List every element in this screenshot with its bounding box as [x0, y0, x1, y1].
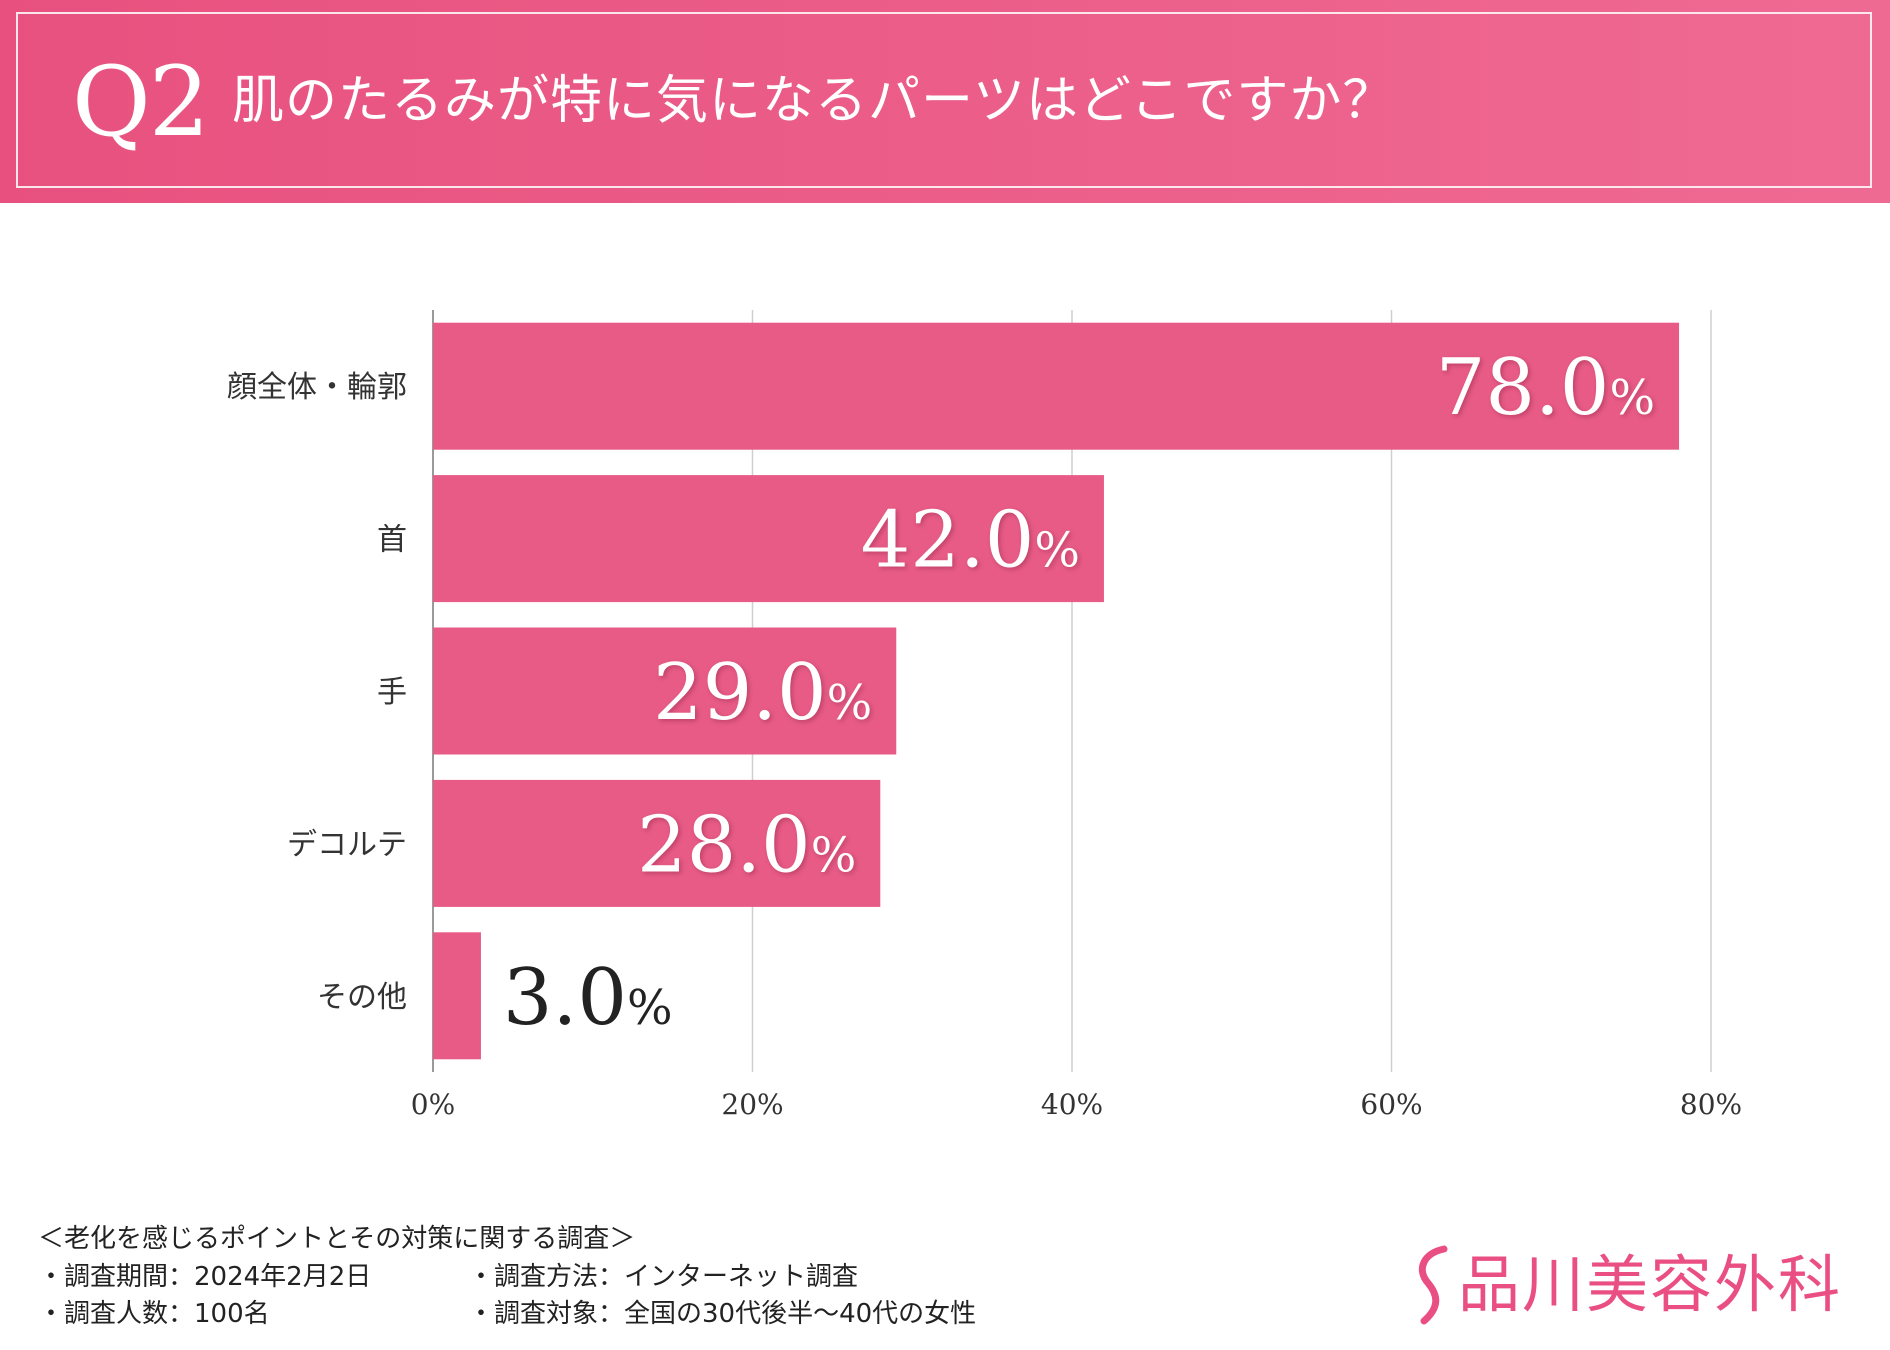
data-label: 3.0% [503, 953, 673, 1043]
data-label: 78.0% [1436, 343, 1655, 433]
data-label-value: 28.0 [637, 800, 811, 890]
data-label: 29.0% [653, 648, 872, 738]
header-frame [16, 12, 1872, 188]
survey-count: ・調査人数：100名 [38, 1299, 270, 1329]
survey-method: ・調査方法：インターネット調査 [468, 1262, 859, 1292]
question-number: Q2 [72, 46, 210, 158]
category-label: その他 [317, 980, 407, 1015]
category-label: デコルテ [287, 827, 407, 862]
x-tick-label: 40% [1041, 1088, 1103, 1121]
survey-title: ＜老化を感じるポイントとその対策に関する調査＞ [38, 1224, 636, 1254]
data-label-unit: % [627, 980, 673, 1036]
data-label: 42.0% [861, 496, 1080, 586]
survey-period: ・調査期間：2024年2月2日 [38, 1262, 372, 1292]
data-label: 28.0% [637, 800, 856, 890]
x-tick-label: 20% [721, 1088, 783, 1121]
category-label: 顔全体・輪郭 [227, 370, 407, 405]
bar [433, 322, 1680, 450]
brand-logo: 品川美容外科 [1410, 1240, 1842, 1330]
bar [433, 932, 481, 1060]
data-label-value: 3.0 [503, 953, 627, 1043]
survey-target: ・調査対象：全国の30代後半～40代の女性 [468, 1299, 977, 1329]
category-label: 首 [377, 523, 407, 558]
x-tick-label: 0% [411, 1088, 455, 1121]
labels: 0% 20% 40% 60% 80% 顔全体・輪郭 78.0% 首 42.0% 手 29.0% デコル… [227, 343, 1742, 1121]
data-label-unit: % [827, 675, 873, 731]
bar-chart: 0% 20% 40% 60% 80% 顔全体・輪郭 78.0% 首 42.0% 手 29.0% デコル… [227, 310, 1742, 1121]
x-tick-label: 60% [1360, 1088, 1422, 1121]
data-label-value: 42.0 [861, 496, 1035, 586]
bar [433, 779, 881, 907]
data-label-unit: % [1034, 523, 1080, 579]
data-label-unit: % [811, 827, 857, 883]
bars [433, 322, 1680, 1060]
brand-name: 品川美容外科 [1458, 1248, 1843, 1321]
bar [433, 627, 897, 755]
bar [433, 475, 1104, 603]
header-banner: Q2 肌のたるみが特に気になるパーツはどこですか？ [0, 0, 1890, 203]
x-tick-label: 80% [1680, 1088, 1742, 1121]
data-label-value: 29.0 [653, 648, 827, 738]
data-label-unit: % [1609, 370, 1655, 426]
question-title: 肌のたるみが特に気になるパーツはどこですか？ [232, 71, 1396, 131]
category-label: 手 [377, 675, 407, 710]
s-curve-logo-icon [1419, 1245, 1448, 1325]
data-label-value: 78.0 [1436, 343, 1610, 433]
